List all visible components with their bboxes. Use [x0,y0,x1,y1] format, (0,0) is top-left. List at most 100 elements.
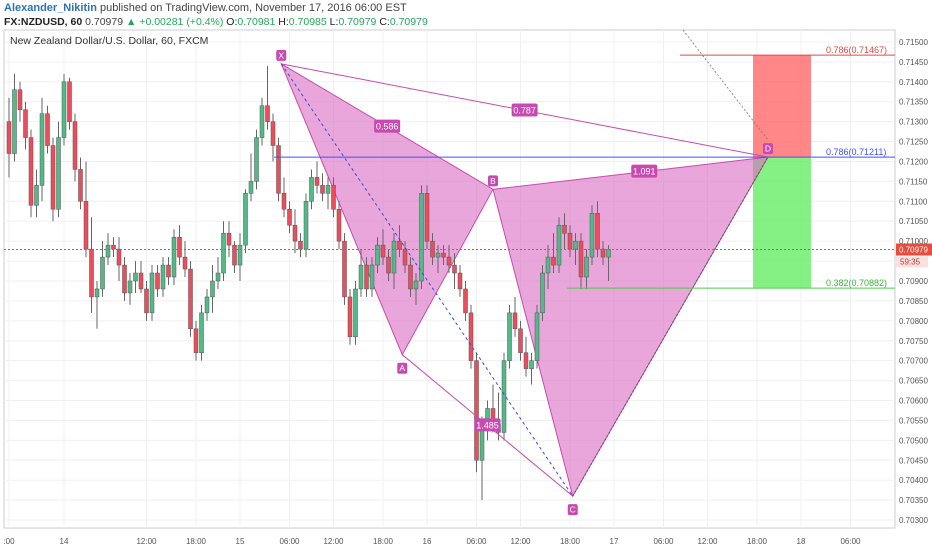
ratio-label: 1.091 [633,167,656,177]
xc-dashed [280,63,574,497]
ratio-label: 0.586 [376,122,399,132]
y-tick-label: 0.70500 [899,436,928,445]
ratio-label: 1.485 [476,420,499,430]
candle-body [210,280,215,298]
low-label: L: [329,16,339,28]
candle-body [331,185,336,210]
point-marker-b [488,175,498,187]
y-tick-label: 0.71150 [899,177,928,186]
take-profit-zone [753,157,811,289]
candle-body [116,248,122,266]
cd-dashed [572,156,769,497]
x-tick-label: 17 [610,537,619,546]
x-tick-label: 12:00 [697,537,718,546]
current-price-badge [896,243,932,256]
y-tick-label: 0.71500 [899,38,928,47]
candle-body [177,236,182,258]
x-tick-label: 15 [236,537,245,546]
candle-body [413,280,419,290]
candle-body [171,236,177,278]
open-label: O: [226,16,238,28]
candle-body [298,240,303,250]
candle-body [364,264,369,290]
triangle-bcd [492,156,769,498]
candle-body [232,244,237,266]
y-tick-label: 0.70900 [899,277,928,286]
y-tick-label: 0.71200 [899,157,928,166]
y-tick-label: 0.70450 [899,456,928,465]
low-value: 0.70979 [338,16,377,28]
candle-body [34,185,39,206]
countdown-badge [896,256,928,268]
candle-body [23,109,28,138]
candle-body [600,248,606,258]
candle-body [402,248,408,266]
candle-body [188,268,193,330]
candle-body [270,121,276,146]
author-link[interactable]: Alexander_Nikitin [4,2,97,14]
candle-body [518,328,523,353]
ratio-badge [631,164,658,178]
y-tick-label: 0.70700 [899,357,928,366]
published-text: published on TradingView.com, November 1… [99,2,407,14]
candle-body [254,137,259,182]
symbol-label: FX:NZDUSD, 60 [4,16,83,28]
candle-body [39,113,45,186]
x-tick-label: 12:00 [510,537,531,546]
x-tick-label: 18:00 [747,537,768,546]
candle-body [595,213,600,250]
point-marker-a [397,362,408,374]
candle-body [347,296,353,338]
x-tick-label: 14 [60,537,69,546]
y-tick-label: 0.70750 [899,337,928,346]
y-tick-label: 0.70550 [899,416,928,425]
open-value: 0.70981 [237,16,276,28]
candle-body [512,312,518,330]
candle-body [133,272,138,282]
x-tick-label: 18:00 [373,537,394,546]
candle-body [386,256,391,274]
ratio-badge [474,418,501,432]
point-label-b: B [490,176,496,186]
candle-body [56,137,61,210]
ratio-label: 0.787 [513,105,536,115]
y-tick-label: 0.71300 [899,118,928,127]
x-tick-label: :00 [3,537,15,546]
candle-body [303,201,309,250]
y-tick-label: 0.70300 [899,516,928,525]
candle-body [287,209,292,226]
candle-body [446,256,452,266]
candle-body [380,244,386,258]
change-value: ▲ +0.00281 (+0.4%) [126,16,224,28]
candle-body [12,89,17,154]
candle-body [441,252,446,258]
y-tick-label: 0.71050 [899,217,928,226]
candle-body [556,224,562,266]
candle-body [375,244,380,266]
candle-body [463,288,468,314]
candle-body [314,177,320,186]
candle-body [309,177,314,202]
point-marker-c [567,504,578,516]
candle-body [397,240,402,250]
candle-body [551,256,556,266]
candle-body [474,360,479,461]
pattern-layer [280,55,811,498]
y-tick-label: 0.71450 [899,58,928,67]
candle-body [105,244,111,258]
candle-body [281,193,287,210]
point-label-a: A [399,363,405,373]
point-label-d: D [765,144,771,154]
x-tick-label: 12:00 [323,537,344,546]
candle-body [419,193,424,282]
x-tick-label: 18 [797,537,806,546]
x-tick-label: 18:00 [186,537,207,546]
candle-body [342,240,347,298]
level-top-label: 0.786(0.71467) [826,45,887,55]
candle-body [358,264,364,290]
candle-body [534,312,540,361]
y-tick-label: 0.71100 [899,197,928,206]
y-tick-label: 0.70350 [899,496,928,505]
candle-body [144,288,149,314]
